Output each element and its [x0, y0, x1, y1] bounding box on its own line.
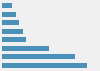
Bar — [2, 3, 12, 8]
Bar — [2, 63, 87, 68]
Bar — [2, 46, 49, 51]
Bar — [2, 54, 75, 59]
Bar — [2, 12, 16, 17]
Bar — [2, 20, 19, 25]
Bar — [2, 37, 26, 42]
Bar — [2, 29, 23, 34]
